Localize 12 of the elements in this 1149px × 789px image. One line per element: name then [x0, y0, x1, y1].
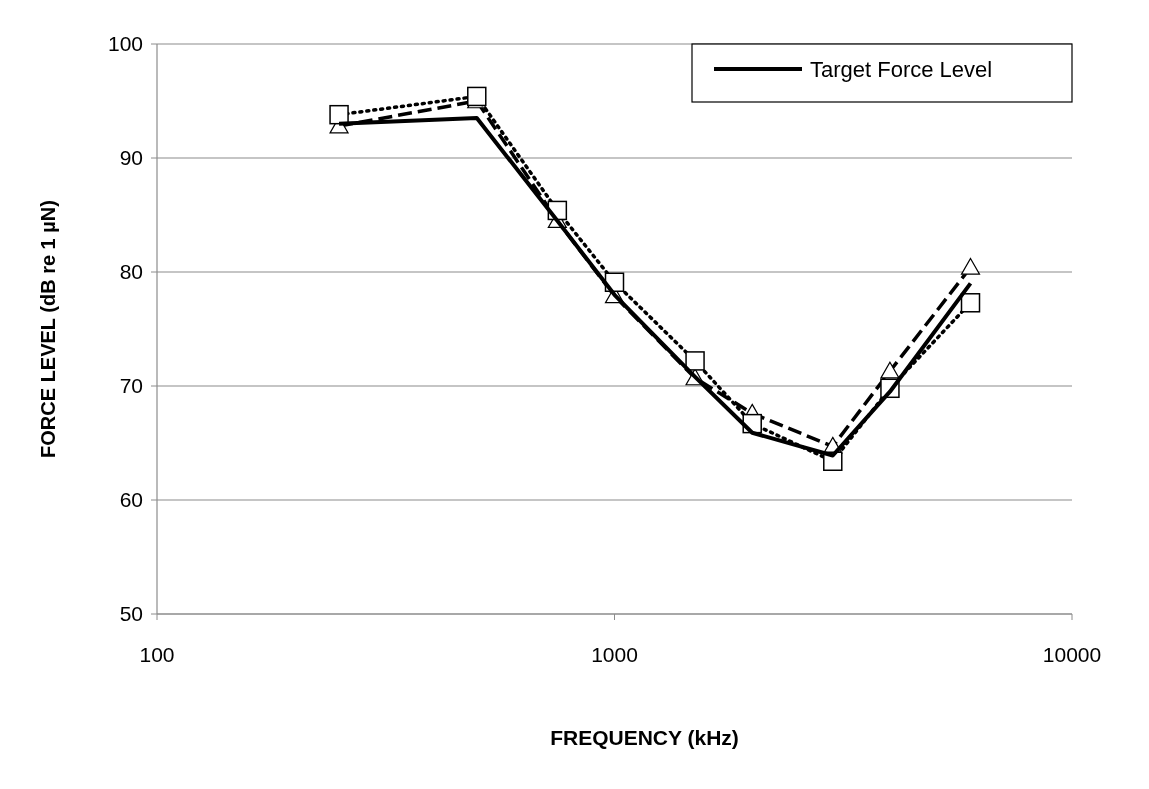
y-tick-label: 50	[119, 602, 143, 626]
y-tick-label: 70	[119, 374, 143, 398]
x-tick-label: 100	[139, 643, 175, 666]
legend-label: Target Force Level	[810, 56, 993, 82]
y-tick-label: 100	[107, 32, 143, 56]
x-tick-label: 1000	[591, 643, 638, 666]
x-axis-title: FREQUENCY (kHz)	[550, 726, 739, 749]
y-tick-label: 60	[119, 488, 143, 512]
x-tick-label: 10000	[1042, 643, 1102, 666]
y-tick-label: 80	[119, 260, 143, 284]
y-tick-label: 90	[119, 146, 143, 170]
y-axis-title: FORCE LEVEL (dB re 1 µN)	[37, 200, 59, 458]
